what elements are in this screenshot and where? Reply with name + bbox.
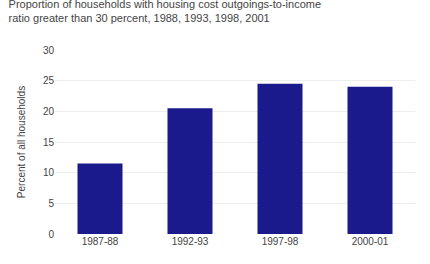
svg-text:15: 15 [43,137,55,148]
svg-text:25: 25 [43,75,55,86]
svg-text:1992-93: 1992-93 [172,236,209,247]
svg-text:0: 0 [48,229,54,240]
svg-text:5: 5 [48,198,54,209]
svg-text:10: 10 [43,167,55,178]
svg-text:20: 20 [43,106,55,117]
svg-text:1997-98: 1997-98 [262,236,299,247]
svg-text:2000-01: 2000-01 [352,236,389,247]
svg-text:Percent of all households: Percent of all households [16,86,27,198]
svg-text:Proportion of households with: Proportion of households with housing co… [9,0,321,24]
svg-text:30: 30 [43,45,55,56]
svg-text:1987-88: 1987-88 [82,236,119,247]
